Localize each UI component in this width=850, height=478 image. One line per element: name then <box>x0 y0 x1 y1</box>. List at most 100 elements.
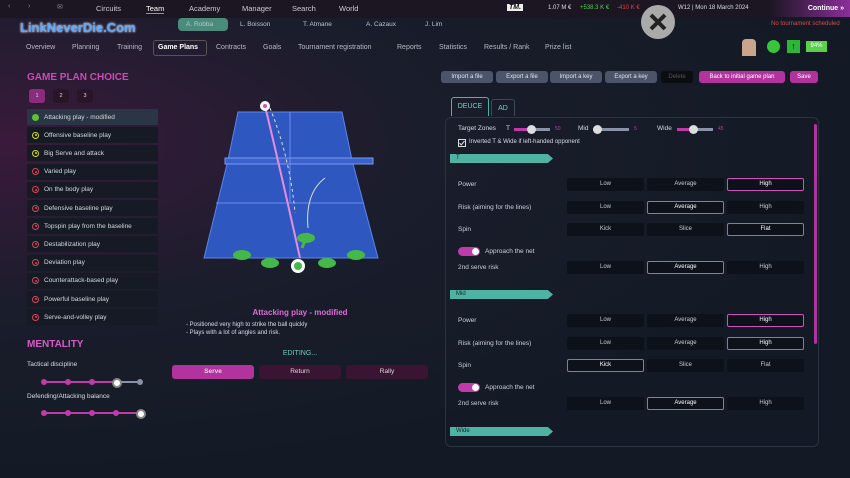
back-icon[interactable]: ‹ <box>8 3 11 10</box>
plan-slot-1[interactable]: 1 <box>29 89 45 103</box>
toolbar-button[interactable]: Export a key <box>605 71 657 83</box>
slider-step[interactable] <box>137 379 143 385</box>
toolbar-button[interactable]: Save <box>790 71 818 83</box>
toolbar-button[interactable]: Delete <box>661 71 693 83</box>
toolbar-button[interactable]: Export a file <box>496 71 548 83</box>
option-low[interactable]: Low <box>567 200 644 214</box>
plan-list-item[interactable]: Powerful baseline play <box>27 291 158 307</box>
option-average[interactable]: Average <box>647 178 724 191</box>
plan-list-item[interactable]: Serve-and-volley play <box>27 309 158 326</box>
nav-circuits[interactable]: Circuits <box>96 4 122 13</box>
option-high[interactable]: High <box>727 261 804 274</box>
mail-icon[interactable]: ✉ <box>57 4 63 11</box>
player-tab[interactable]: A. Cazaux <box>366 21 396 28</box>
toolbar-button[interactable]: Import a file <box>441 71 493 83</box>
inverted-checkbox[interactable] <box>458 139 466 147</box>
balance-slider[interactable] <box>41 408 146 419</box>
slider-step[interactable] <box>113 410 119 416</box>
slider-step[interactable] <box>89 379 95 385</box>
nav-academy[interactable]: Academy <box>189 4 221 13</box>
plan-slot-3[interactable]: 3 <box>77 89 93 103</box>
option-low[interactable]: Low <box>567 261 644 274</box>
slider-step[interactable] <box>136 409 146 419</box>
option-slice[interactable]: Slice <box>647 223 724 236</box>
subnav-planning[interactable]: Planning <box>72 44 100 51</box>
tab-serve[interactable]: Serve <box>172 365 254 379</box>
wide-zone-slider[interactable] <box>677 125 713 134</box>
nav-search[interactable]: Search <box>292 4 316 13</box>
option-kick[interactable]: Kick <box>567 359 644 372</box>
option-low[interactable]: Low <box>567 178 644 191</box>
plan-list-item[interactable]: Big Serve and attack <box>27 145 158 162</box>
option-high[interactable]: High <box>727 178 804 191</box>
nav-world[interactable]: World <box>339 4 359 13</box>
tab-ad[interactable]: AD <box>491 99 515 116</box>
option-flat[interactable]: Flat <box>727 359 804 372</box>
option-kick[interactable]: Kick <box>567 223 644 236</box>
option-average[interactable]: Average <box>647 261 724 274</box>
option-average[interactable]: Average <box>647 314 724 327</box>
option-average[interactable]: Average <box>647 336 724 350</box>
plan-list-item[interactable]: Varied play <box>27 163 158 180</box>
subnav-results-rank[interactable]: Results / Rank <box>484 44 530 51</box>
subnav-game-plans[interactable]: Game Plans <box>158 44 199 51</box>
plan-list-item[interactable]: Counterattack-based play <box>27 272 158 289</box>
player-tab[interactable]: A. Robba <box>186 21 214 28</box>
continue-button[interactable]: Continue » <box>770 0 850 17</box>
plan-list-item[interactable]: On the body play <box>27 181 158 198</box>
plan-list-item[interactable]: Destabilization play <box>27 236 158 253</box>
section-t[interactable]: T <box>450 154 553 163</box>
slider-step[interactable] <box>112 378 122 388</box>
slider-step[interactable] <box>65 410 71 416</box>
tab-deuce[interactable]: DEUCE <box>451 97 489 116</box>
option-low[interactable]: Low <box>567 336 644 350</box>
nav-team[interactable]: Team <box>146 4 165 14</box>
plan-slot-2[interactable]: 2 <box>53 89 69 103</box>
subnav-reports[interactable]: Reports <box>397 44 422 51</box>
tab-rally[interactable]: Rally <box>346 365 428 379</box>
subnav-prize-list[interactable]: Prize list <box>545 44 572 51</box>
subnav-training[interactable]: Training <box>117 44 143 51</box>
mid-zone-slider[interactable] <box>593 125 629 134</box>
plan-list-item[interactable]: Offensive baseline play <box>27 127 158 144</box>
slider-step[interactable] <box>41 410 47 416</box>
player-tab[interactable]: L. Boisson <box>240 21 271 28</box>
forward-icon[interactable]: › <box>28 3 31 10</box>
plan-list-item[interactable]: Defensive baseline play <box>27 200 158 216</box>
subnav-overview[interactable]: Overview <box>26 44 56 51</box>
option-high[interactable]: High <box>727 397 804 410</box>
option-high[interactable]: High <box>727 314 804 327</box>
option-high[interactable]: High <box>727 336 804 350</box>
subnav-contracts[interactable]: Contracts <box>216 44 246 51</box>
slider-step[interactable] <box>65 379 71 385</box>
section-mid[interactable]: Mid <box>450 290 553 299</box>
slider-step[interactable] <box>41 379 47 385</box>
option-low[interactable]: Low <box>567 397 644 410</box>
slider-step[interactable] <box>89 410 95 416</box>
nav-manager[interactable]: Manager <box>242 4 272 13</box>
approach-net-toggle[interactable] <box>458 247 480 256</box>
option-slice[interactable]: Slice <box>647 359 724 372</box>
toolbar-button[interactable]: Import a key <box>550 71 602 83</box>
plan-list-item[interactable]: Attacking play - modified <box>27 109 158 125</box>
plan-list-item[interactable]: Deviation play <box>27 254 158 271</box>
player-tab[interactable]: T. Atmane <box>303 21 332 28</box>
plan-list-item[interactable]: Topspin play from the baseline <box>27 218 158 235</box>
tab-return[interactable]: Return <box>259 365 341 379</box>
t-zone-slider[interactable] <box>514 125 550 134</box>
option-flat[interactable]: Flat <box>727 223 804 236</box>
option-high[interactable]: High <box>727 200 804 214</box>
option-average[interactable]: Average <box>647 397 724 410</box>
selected-player-tab[interactable] <box>178 18 228 31</box>
option-low[interactable]: Low <box>567 314 644 327</box>
tactical-discipline-slider[interactable] <box>41 377 144 388</box>
toolbar-button[interactable]: Back to initial game plan <box>699 71 785 83</box>
section-wide[interactable]: Wide <box>450 427 553 436</box>
panel-scrollbar[interactable] <box>814 124 817 344</box>
subnav-goals[interactable]: Goals <box>263 44 282 51</box>
subnav-tournament-registration[interactable]: Tournament registration <box>298 44 372 51</box>
close-icon[interactable] <box>641 5 675 39</box>
player-tab[interactable]: J. Lim <box>425 21 443 28</box>
approach-net-toggle[interactable] <box>458 383 480 392</box>
subnav-statistics[interactable]: Statistics <box>439 44 468 51</box>
